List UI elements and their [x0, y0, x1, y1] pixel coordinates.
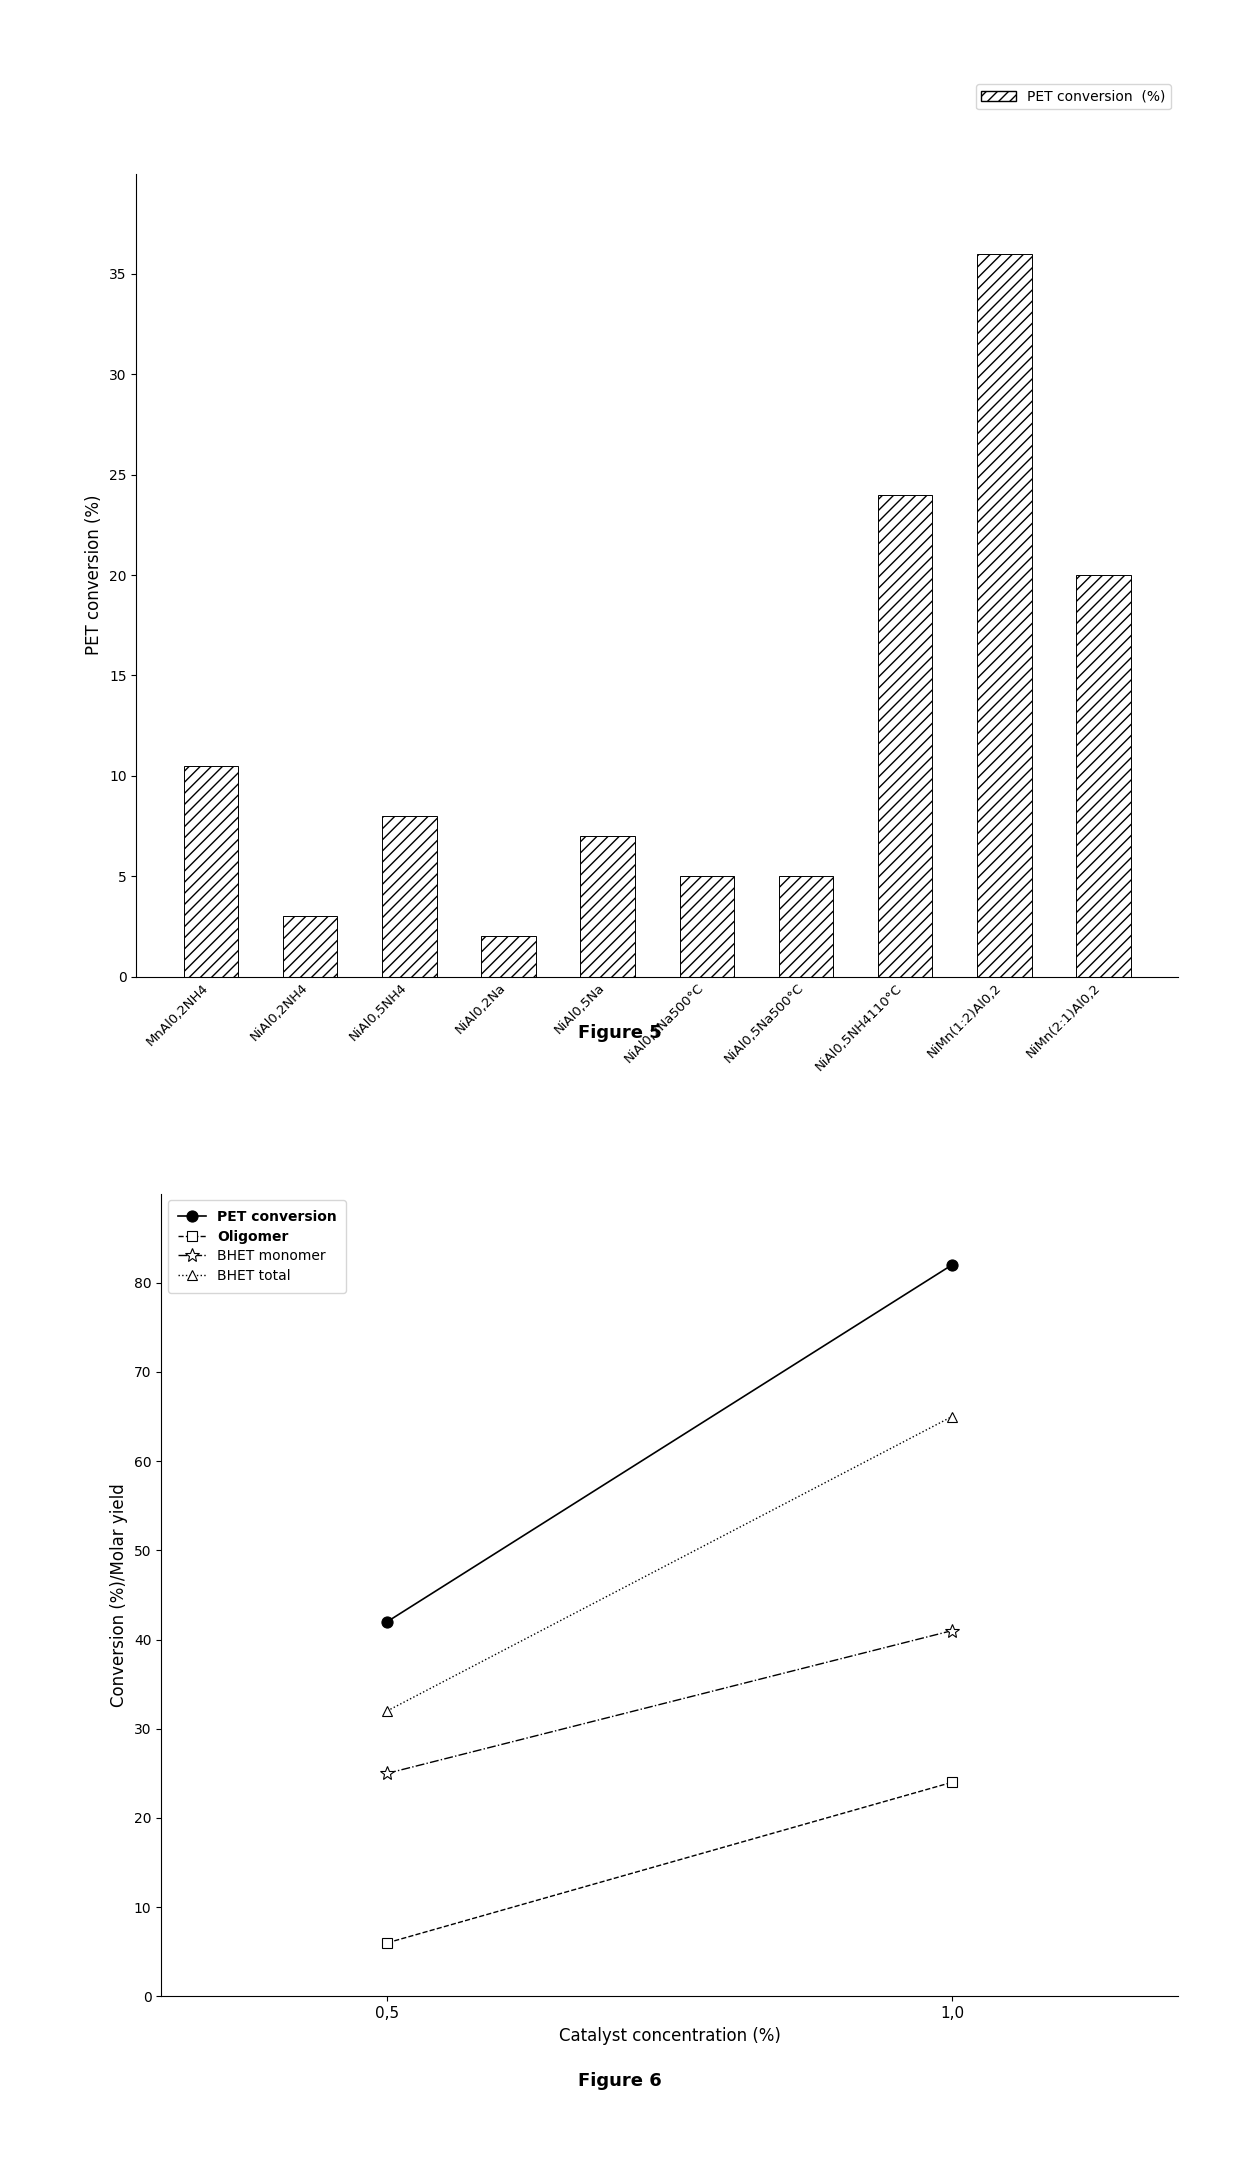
X-axis label: Catalyst concentration (%): Catalyst concentration (%): [559, 2027, 780, 2044]
Y-axis label: Conversion (%)/Molar yield: Conversion (%)/Molar yield: [110, 1482, 128, 1708]
Bar: [1076, 575, 1131, 976]
Bar: [680, 877, 734, 976]
BHET monomer: [945, 1617, 960, 1643]
Bar: [580, 835, 635, 976]
BHET total: [945, 1404, 960, 1430]
Bar: [481, 937, 536, 976]
Line: BHET monomer: BHET monomer: [381, 1623, 959, 1779]
Bar: [977, 254, 1032, 976]
PET conversion: [945, 1252, 960, 1278]
Text: Figure 6: Figure 6: [578, 2072, 662, 2090]
PET conversion: [379, 1608, 394, 1634]
Bar: [184, 766, 238, 976]
BHET total: [379, 1697, 394, 1723]
Legend: PET conversion  (%): PET conversion (%): [976, 85, 1171, 108]
Oligomer: [379, 1929, 394, 1955]
Bar: [878, 495, 932, 976]
Bar: [382, 816, 436, 976]
Line: PET conversion: PET conversion: [382, 1259, 957, 1628]
Bar: [283, 916, 337, 977]
BHET monomer: [379, 1760, 394, 1786]
Legend: PET conversion, Oligomer, BHET monomer, BHET total: PET conversion, Oligomer, BHET monomer, …: [169, 1200, 346, 1293]
Bar: [779, 877, 833, 976]
Text: Figure 5: Figure 5: [578, 1024, 662, 1042]
Line: Oligomer: Oligomer: [382, 1777, 957, 1949]
Line: BHET total: BHET total: [382, 1413, 957, 1716]
Oligomer: [945, 1769, 960, 1795]
Y-axis label: PET conversion (%): PET conversion (%): [86, 495, 103, 655]
